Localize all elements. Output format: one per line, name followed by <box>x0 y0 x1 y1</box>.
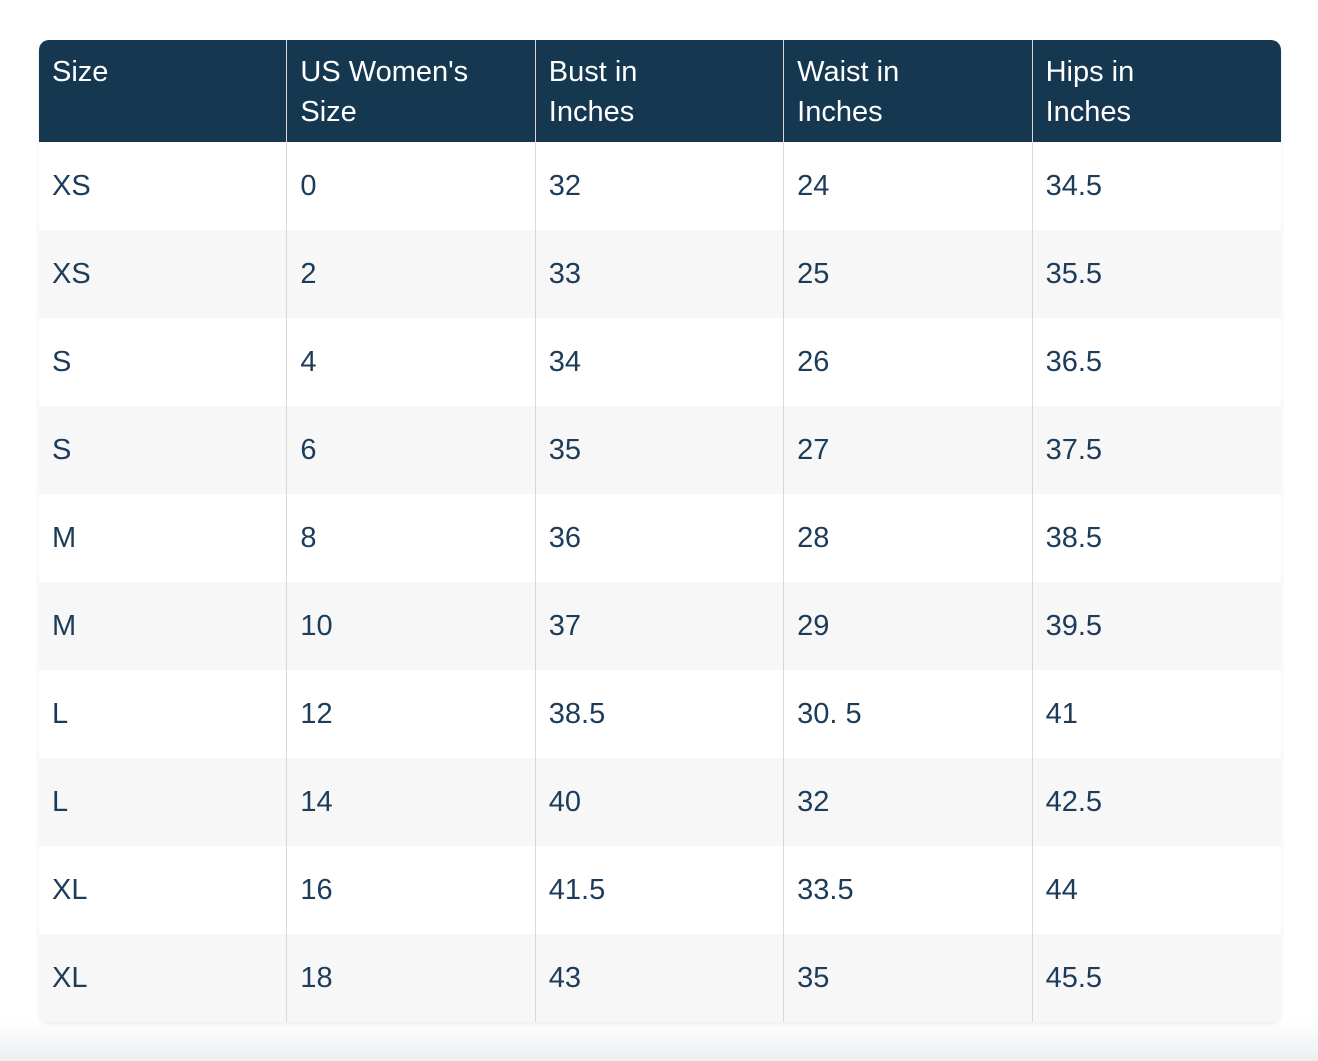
cell-hips: 41 <box>1032 670 1281 758</box>
cell-waist: 24 <box>784 142 1033 230</box>
cell-hips: 45.5 <box>1032 934 1281 1022</box>
cell-hips: 35.5 <box>1032 230 1281 318</box>
cell-size: M <box>39 494 288 582</box>
cell-size: L <box>39 670 288 758</box>
table-row: M 10 37 29 39.5 <box>39 582 1281 670</box>
cell-waist: 26 <box>784 318 1033 406</box>
cell-hips: 42.5 <box>1032 758 1281 846</box>
cell-waist: 28 <box>784 494 1033 582</box>
cell-waist: 32 <box>784 758 1033 846</box>
cell-size: XL <box>39 934 288 1022</box>
cell-us-size: 10 <box>287 582 536 670</box>
cell-bust: 35 <box>535 406 785 494</box>
cell-hips: 37.5 <box>1032 406 1281 494</box>
cell-bust: 43 <box>535 934 785 1022</box>
column-header-waist: Waist in Inches <box>784 40 1033 142</box>
cell-bust: 40 <box>535 758 785 846</box>
table-row: M 8 36 28 38.5 <box>39 494 1281 582</box>
table-row: L 12 38.5 30. 5 41 <box>39 670 1281 758</box>
cell-hips: 36.5 <box>1032 318 1281 406</box>
cell-us-size: 4 <box>287 318 536 406</box>
column-header-size: Size <box>39 40 288 142</box>
cell-us-size: 14 <box>287 758 536 846</box>
cell-hips: 34.5 <box>1032 142 1281 230</box>
column-header-hips: Hips in Inches <box>1032 40 1281 142</box>
column-header-us-womens-size: US Women's Size <box>287 40 536 142</box>
cell-bust: 38.5 <box>535 670 785 758</box>
table-row: XL 16 41.5 33.5 44 <box>39 846 1281 934</box>
cell-us-size: 8 <box>287 494 536 582</box>
cell-size: XS <box>39 230 288 318</box>
cell-waist: 33.5 <box>784 846 1033 934</box>
cell-hips: 39.5 <box>1032 582 1281 670</box>
table-row: S 6 35 27 37.5 <box>39 406 1281 494</box>
table-row: XL 18 43 35 45.5 <box>39 934 1281 1022</box>
cell-us-size: 2 <box>287 230 536 318</box>
cell-size: XS <box>39 142 288 230</box>
cell-bust: 37 <box>535 582 785 670</box>
table-row: XS 2 33 25 35.5 <box>39 230 1281 318</box>
cell-size: S <box>39 406 288 494</box>
cell-size: M <box>39 582 288 670</box>
cell-hips: 38.5 <box>1032 494 1281 582</box>
cell-bust: 34 <box>535 318 785 406</box>
cell-bust: 41.5 <box>535 846 785 934</box>
page-bottom-fade <box>0 1020 1318 1061</box>
table-row: L 14 40 32 42.5 <box>39 758 1281 846</box>
cell-size: S <box>39 318 288 406</box>
cell-size: XL <box>39 846 288 934</box>
cell-bust: 36 <box>535 494 785 582</box>
cell-hips: 44 <box>1032 846 1281 934</box>
cell-us-size: 18 <box>287 934 536 1022</box>
header-row: Size US Women's Size Bust in Inches Wais… <box>39 40 1281 142</box>
cell-us-size: 16 <box>287 846 536 934</box>
cell-waist: 27 <box>784 406 1033 494</box>
cell-waist: 35 <box>784 934 1033 1022</box>
cell-waist: 30. 5 <box>784 670 1033 758</box>
cell-us-size: 0 <box>287 142 536 230</box>
size-chart: Size US Women's Size Bust in Inches Wais… <box>39 40 1281 1022</box>
cell-bust: 32 <box>535 142 785 230</box>
table-row: XS 0 32 24 34.5 <box>39 142 1281 230</box>
cell-bust: 33 <box>535 230 785 318</box>
cell-size: L <box>39 758 288 846</box>
size-chart-table: Size US Women's Size Bust in Inches Wais… <box>39 40 1281 1022</box>
cell-us-size: 12 <box>287 670 536 758</box>
cell-us-size: 6 <box>287 406 536 494</box>
column-header-bust: Bust in Inches <box>535 40 785 142</box>
table-row: S 4 34 26 36.5 <box>39 318 1281 406</box>
cell-waist: 29 <box>784 582 1033 670</box>
cell-waist: 25 <box>784 230 1033 318</box>
